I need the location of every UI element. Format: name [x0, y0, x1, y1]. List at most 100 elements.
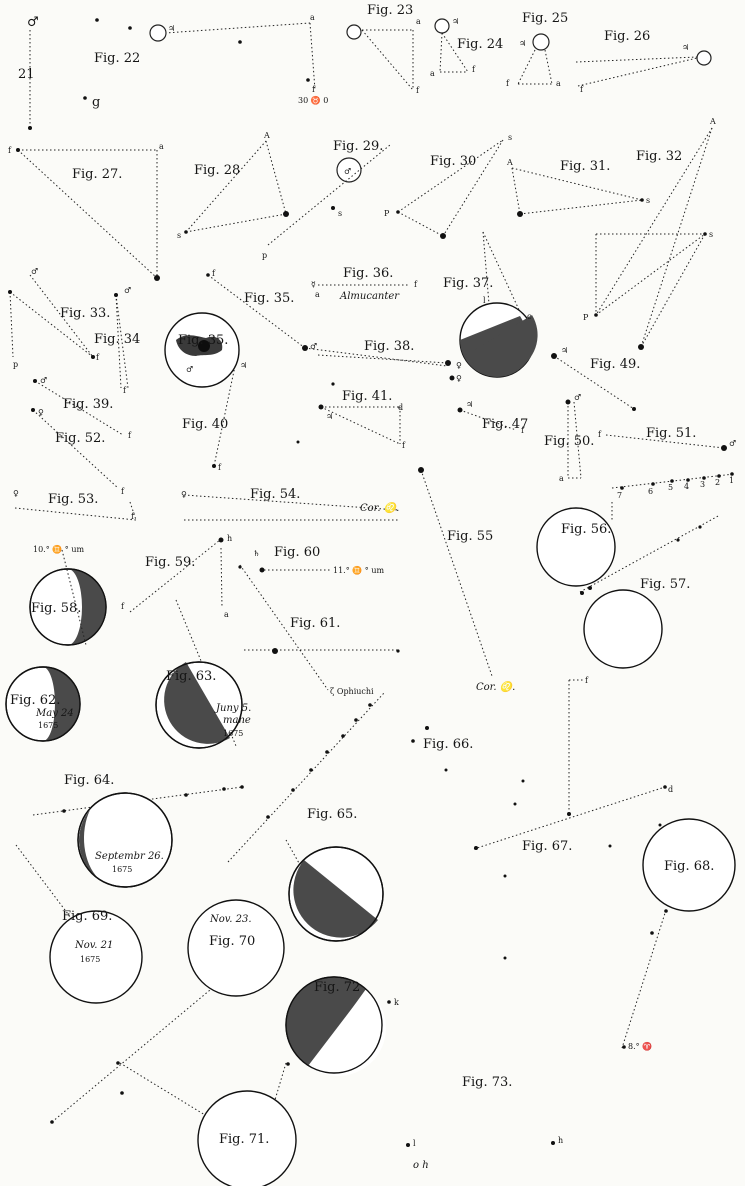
figure-54-label: Fig. 54. [250, 487, 300, 502]
figure-51-label: Fig. 51. [646, 426, 696, 441]
figure-60-label: Fig. 60 [274, 545, 320, 560]
figure-59: Fig. 59. h f a [121, 534, 232, 619]
ophiuchi-label: ζ Ophiuchi [330, 687, 374, 696]
point-f-label: f [585, 676, 589, 685]
point-P-label: P [384, 209, 390, 218]
jupiter-symbol: ♃ [519, 39, 526, 48]
november-21-label: Nov. 21 [74, 940, 113, 951]
figure-65-label: Fig. 65. [307, 807, 357, 822]
september-26-label: Septembr 26. [95, 851, 164, 862]
figure-61-label: Fig. 61. [290, 616, 340, 631]
figure-39-label: Fig. 39. [63, 397, 113, 412]
figure-22: ♃ Fig. 22 g a f 30 ♉ 0 [83, 13, 328, 110]
figure-51: f Fig. 51. ♂ [598, 426, 736, 451]
november-year-label: 1675 [80, 955, 100, 964]
mars-symbol: ♂ [40, 376, 47, 385]
aries-position-label: 8.° ♈ [628, 1041, 652, 1051]
point-f-label: f [96, 353, 100, 362]
figure-25: Fig. 25 ♃ f a [506, 11, 568, 88]
point-a-label: a [315, 290, 320, 299]
figure-63-label: Fig. 63. [166, 669, 216, 684]
figure-59-label: Fig. 59. [145, 555, 195, 570]
may-24-label: May 24 [35, 708, 74, 719]
figure-30-label: Fig. 30 [430, 154, 476, 169]
point-f-label: f [416, 86, 420, 95]
figure-67-label: Fig. 67. [522, 839, 572, 854]
mars-symbol: ♂ [344, 167, 351, 176]
figure-38: Fig. 38. ♀ ♀ [317, 339, 462, 383]
point-a-label: a [556, 79, 561, 88]
point-s-label: s [646, 196, 650, 205]
figure-69: Fig. 69. Nov. 21 1675 [15, 844, 143, 1004]
figure-21-label: 21 [18, 67, 35, 82]
mars-symbol: ♂ [729, 439, 736, 448]
point-d-label: d [398, 403, 403, 412]
point-d-label: d [668, 785, 673, 794]
jupiter-symbol: ♃ [561, 346, 568, 355]
point-a-label: a [416, 17, 421, 26]
cor-leonis-label: Cor. ♌. [476, 680, 515, 693]
star-7-label: 7 [617, 491, 622, 500]
figure-23: Fig. 23 a f [346, 3, 421, 95]
figure-24-label: Fig. 24 [457, 37, 503, 52]
mars-symbol: ♂ [27, 15, 39, 30]
figure-27-label: Fig. 27. [72, 167, 122, 182]
figure-71-label: Fig. 71. [219, 1132, 269, 1147]
saturn-symbol: ♄ [253, 549, 260, 558]
figure-56: 7 6 5 4 3 2 1 Fig. 56. [536, 472, 734, 587]
june-mane-label: mane [223, 715, 251, 726]
point-a-label: a [224, 610, 229, 619]
figure-47: ♃ Fig. 47 f [457, 400, 528, 435]
figure-62: Fig. 62. May 24 1675 [5, 666, 81, 742]
figure-72: Fig. 72 k [285, 976, 399, 1077]
point-s-label: s [508, 133, 512, 142]
figure-31: A s Fig. 31. [506, 158, 650, 217]
figure-70-label: Fig. 70 [209, 934, 255, 949]
point-f-label: f [123, 386, 127, 395]
figure-68: Fig. 68. 8.° ♈ [621, 818, 736, 1051]
point-a-label: a [159, 142, 164, 151]
almucanter-label: Almucanter [339, 291, 400, 302]
point-f-label: f [218, 463, 222, 472]
star-4-label: 4 [684, 482, 689, 491]
figure-70: Nov. 23. Fig. 70 [50, 899, 285, 1124]
figure-60: Fig. 60 ♄ 11.° ♊ ° um [238, 545, 384, 575]
figure-49: ♃ Fig. 49. [551, 346, 640, 411]
point-f-label: f [598, 430, 602, 439]
point-s-label: s [709, 230, 713, 239]
figure-63: Fig. 63. Juny 5. mane 1675 [155, 599, 251, 749]
figure-30: s P Fig. 30 [384, 133, 512, 239]
jupiter-symbol: ♃ [452, 17, 459, 26]
figure-72-label: Fig. 72 [314, 980, 360, 995]
may-year-label: 1675 [38, 721, 58, 730]
figure-64: Fig. 64. Septembr 26. 1675 [32, 773, 244, 888]
figure-47-label: Fig. 47 [482, 417, 528, 432]
point-A-label: A [263, 131, 270, 140]
venus-symbol: ♀ [38, 408, 44, 417]
figure-37: Fig. 37. l c [443, 231, 538, 378]
point-f-label: f [121, 487, 125, 496]
mercury-symbol: ☿ [311, 280, 316, 289]
figure-23-label: Fig. 23 [367, 3, 413, 18]
point-g-label: g [92, 95, 100, 110]
figure-26: Fig. 26 ♃ f [575, 29, 712, 94]
figure-31-label: Fig. 31. [560, 159, 610, 174]
figure-34: ♂ Fig. 34 f [94, 286, 140, 395]
point-f-label: f [506, 79, 510, 88]
point-A-label: A [709, 117, 716, 126]
point-f-label: f [580, 85, 584, 94]
star-3-label: 3 [700, 480, 705, 489]
jupiter-symbol: ♃ [240, 361, 247, 370]
star-2-label: 2 [715, 478, 720, 487]
mars-symbol: ♂ [124, 286, 131, 295]
gemini-11-label: 11.° ♊ ° um [333, 565, 384, 575]
point-a-label: a [559, 474, 564, 483]
point-f-label: f [212, 269, 216, 278]
plate-mark-label: o h [413, 1160, 429, 1171]
figure-38-label: Fig. 38. [364, 339, 414, 354]
figure-49-label: Fig. 49. [590, 357, 640, 372]
figure-25-label: Fig. 25 [522, 11, 568, 26]
june-year-label: 1675 [223, 729, 243, 738]
figure-34-label: Fig. 34 [94, 332, 140, 347]
point-P-label: P [583, 313, 589, 322]
